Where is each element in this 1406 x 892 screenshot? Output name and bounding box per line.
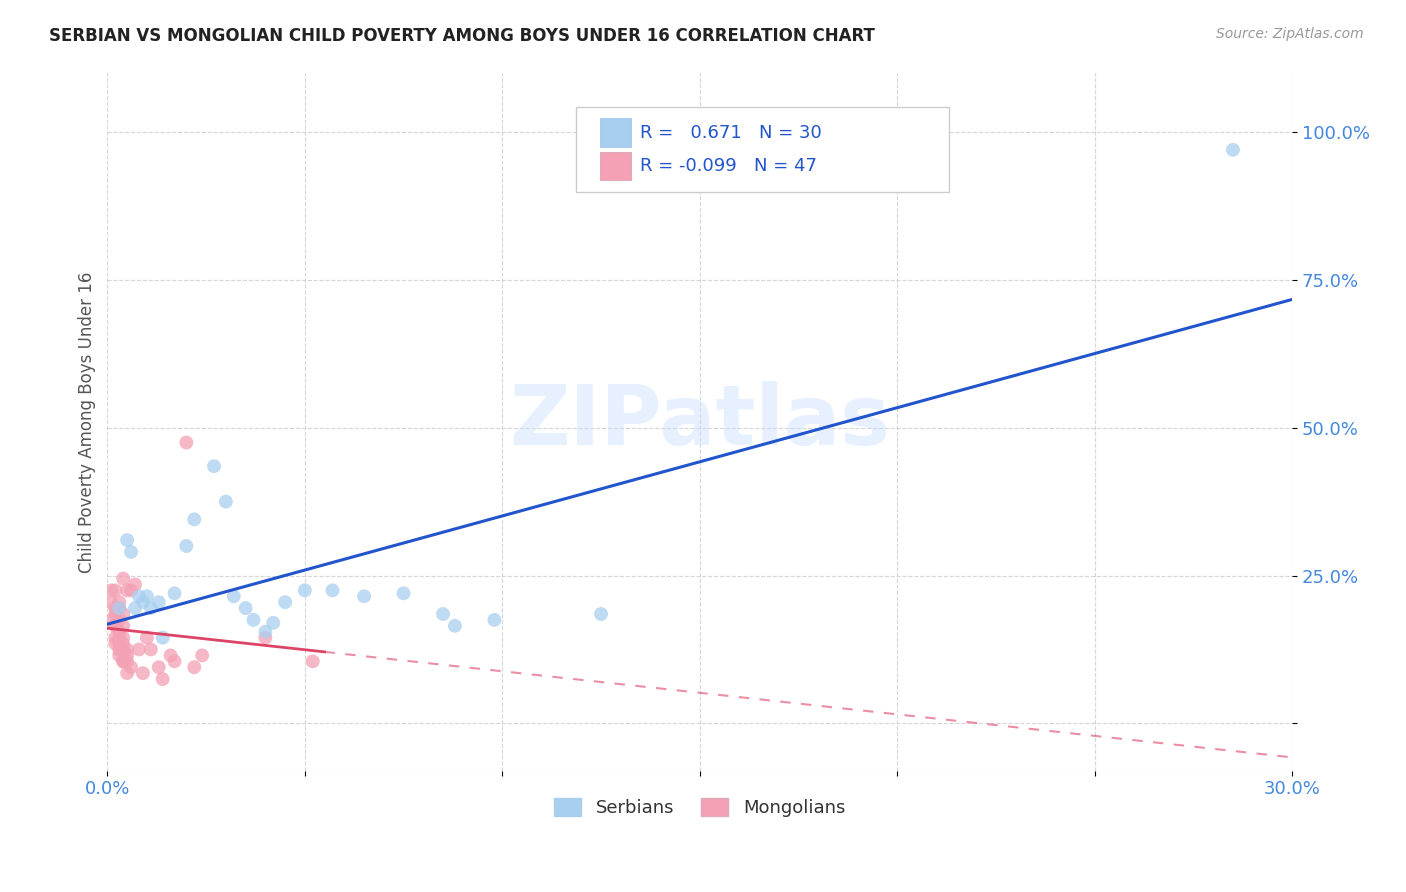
Point	[242, 613, 264, 627]
Point	[120, 545, 142, 559]
Point	[176, 539, 198, 553]
Point	[112, 619, 135, 633]
Point	[124, 601, 146, 615]
Point	[235, 601, 257, 615]
Point	[222, 589, 245, 603]
Point	[163, 654, 186, 668]
Point	[139, 601, 162, 615]
Point	[115, 533, 138, 547]
Point	[432, 607, 454, 621]
Point	[321, 583, 343, 598]
Point	[163, 586, 186, 600]
Point	[132, 666, 155, 681]
Point	[294, 583, 316, 598]
Point	[100, 595, 122, 609]
Point	[104, 601, 127, 615]
Point	[112, 636, 135, 650]
Point	[104, 619, 127, 633]
Point	[1222, 143, 1244, 157]
Point	[112, 631, 135, 645]
Point	[254, 624, 277, 639]
Point	[104, 636, 127, 650]
Point	[353, 589, 375, 603]
Point	[444, 619, 467, 633]
Point	[176, 435, 198, 450]
Point	[112, 642, 135, 657]
Point	[148, 660, 170, 674]
Text: R =   0.671   N = 30: R = 0.671 N = 30	[640, 124, 821, 142]
Point	[112, 607, 135, 621]
Point	[183, 660, 205, 674]
Point	[132, 595, 155, 609]
Point	[104, 619, 127, 633]
Point	[128, 642, 150, 657]
Text: Source: ZipAtlas.com: Source: ZipAtlas.com	[1216, 27, 1364, 41]
Point	[104, 583, 127, 598]
Point	[128, 589, 150, 603]
Point	[148, 595, 170, 609]
Point	[115, 648, 138, 663]
Point	[115, 654, 138, 668]
Point	[108, 601, 131, 615]
Point	[120, 583, 142, 598]
Point	[108, 624, 131, 639]
Point	[108, 648, 131, 663]
Point	[108, 636, 131, 650]
Point	[115, 666, 138, 681]
Legend: Serbians, Mongolians: Serbians, Mongolians	[547, 790, 852, 824]
Point	[124, 577, 146, 591]
Point	[108, 613, 131, 627]
Point	[108, 601, 131, 615]
Point	[112, 654, 135, 668]
Point	[191, 648, 214, 663]
Point	[108, 631, 131, 645]
Point	[262, 615, 284, 630]
Text: ZIPatlas: ZIPatlas	[509, 382, 890, 462]
Text: SERBIAN VS MONGOLIAN CHILD POVERTY AMONG BOYS UNDER 16 CORRELATION CHART: SERBIAN VS MONGOLIAN CHILD POVERTY AMONG…	[49, 27, 875, 45]
Point	[589, 607, 612, 621]
Point	[135, 631, 157, 645]
Point	[274, 595, 297, 609]
Point	[120, 660, 142, 674]
Point	[202, 459, 225, 474]
Point	[215, 494, 238, 508]
Point	[112, 572, 135, 586]
Point	[100, 583, 122, 598]
Y-axis label: Child Poverty Among Boys Under 16: Child Poverty Among Boys Under 16	[79, 271, 96, 573]
Point	[301, 654, 323, 668]
Point	[484, 613, 506, 627]
Point	[254, 631, 277, 645]
Point	[159, 648, 181, 663]
Point	[152, 631, 174, 645]
Point	[104, 631, 127, 645]
Point	[135, 589, 157, 603]
Point	[108, 595, 131, 609]
Point	[152, 672, 174, 686]
Point	[108, 642, 131, 657]
Point	[183, 512, 205, 526]
Point	[100, 613, 122, 627]
Point	[115, 583, 138, 598]
Point	[104, 607, 127, 621]
Point	[112, 654, 135, 668]
Point	[115, 642, 138, 657]
Point	[392, 586, 415, 600]
Point	[139, 642, 162, 657]
Text: R = -0.099   N = 47: R = -0.099 N = 47	[640, 157, 817, 175]
